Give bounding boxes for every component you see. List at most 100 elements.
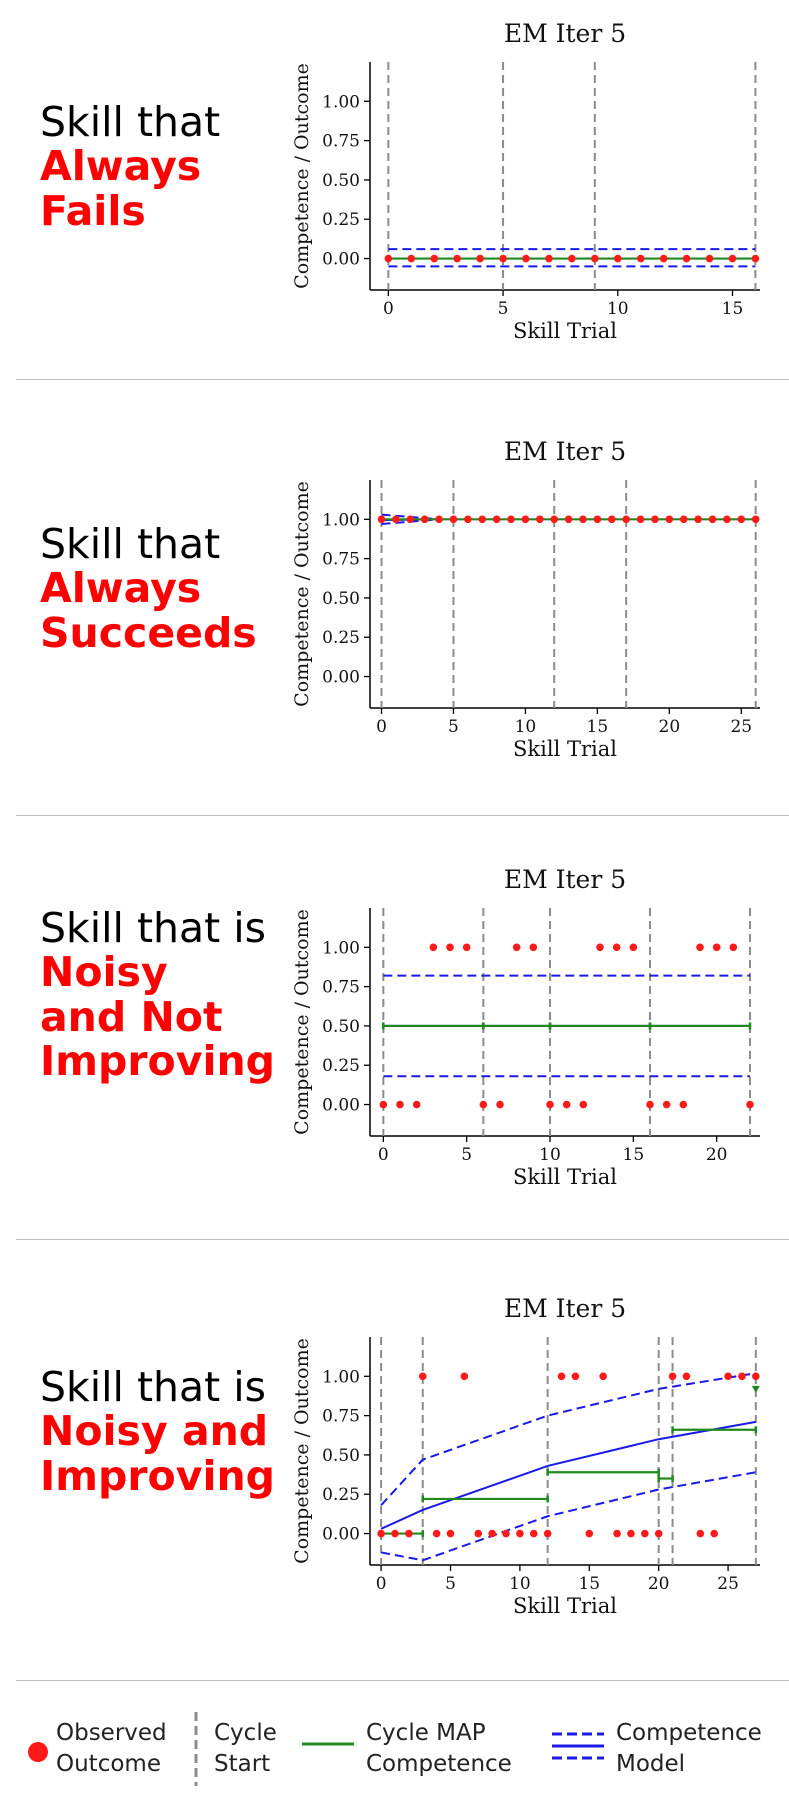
- description-highlight-line: Improving: [40, 1451, 276, 1500]
- y-tick-label: 1.00: [322, 938, 360, 958]
- x-tick-label: 10: [509, 1574, 531, 1594]
- y-tick-label: 1.00: [322, 1367, 360, 1387]
- y-tick-label: 0.25: [322, 1056, 360, 1076]
- legend-label: Observed Outcome: [56, 1720, 167, 1778]
- observed-outcome-point: [464, 515, 472, 524]
- x-tick-label: 25: [730, 717, 752, 737]
- chart-always-fails: EM Iter 5 0.00 0.25 0.50 0.75 1.00 0 5 10 15 Skill…: [291, 19, 760, 343]
- observed-outcome-point: [728, 254, 737, 263]
- x-tick-label: 10: [607, 299, 629, 319]
- chart-title: EM Iter 5: [504, 865, 626, 894]
- observed-outcome-point: [641, 1529, 649, 1538]
- y-tick-label: 0.75: [322, 132, 360, 152]
- description-highlight-line: Fails: [40, 186, 146, 235]
- observed-outcome-point: [529, 1529, 538, 1538]
- observed-outcome-point: [377, 515, 386, 524]
- observed-outcome-point: [512, 943, 521, 952]
- observed-outcome-point: [668, 1372, 677, 1381]
- y-tick-label: 0.25: [322, 628, 360, 648]
- observed-outcome-point: [529, 943, 538, 952]
- observed-outcome-point: [729, 943, 738, 952]
- dashed-vertical-line-icon: [194, 1712, 198, 1786]
- section-divider: [16, 815, 789, 816]
- observed-outcome-point: [412, 1100, 421, 1109]
- observed-outcome-point: [392, 515, 400, 524]
- description-plain-text: Skill that: [40, 98, 221, 146]
- model-upper-bound-line: [380, 1372, 756, 1506]
- observed-outcome-point: [751, 254, 760, 263]
- final-map-point: [751, 1385, 760, 1393]
- observed-outcome-point: [446, 943, 454, 952]
- observed-outcome-point: [377, 1529, 385, 1538]
- y-axis-label: Competence / Outcome: [291, 63, 313, 289]
- observed-outcome-point: [557, 1372, 566, 1381]
- observed-outcome-point: [564, 515, 573, 524]
- x-tick-label: 25: [717, 1574, 739, 1594]
- observed-outcome-point: [746, 1100, 754, 1109]
- observed-outcome-point: [591, 254, 599, 263]
- x-tick-label: 0: [376, 1574, 387, 1594]
- observed-outcome-point: [571, 1372, 580, 1381]
- observed-outcome-point: [696, 943, 704, 952]
- observed-outcome-point: [613, 1529, 621, 1538]
- observed-outcome-point: [646, 1100, 654, 1109]
- legend-label: Cycle Start: [214, 1720, 277, 1778]
- observed-outcome-point: [585, 1529, 594, 1538]
- observed-outcome-point: [507, 515, 515, 524]
- observed-outcome-point: [499, 254, 507, 263]
- observed-outcome-point: [710, 1529, 718, 1538]
- x-tick-label: 5: [445, 1574, 456, 1594]
- observed-outcome-point: [478, 515, 487, 524]
- y-axis-label: Competence / Outcome: [291, 1338, 313, 1564]
- description-highlight-line: Noisy and: [40, 1407, 269, 1456]
- observed-outcome-point: [723, 515, 731, 524]
- y-tick-label: 0.25: [322, 1485, 360, 1505]
- observed-outcome-point: [724, 1372, 732, 1381]
- observed-outcome-point: [502, 1529, 510, 1538]
- x-tick-label: 10: [539, 1145, 561, 1165]
- observed-outcome-point: [407, 254, 416, 263]
- observed-outcome-point: [613, 254, 622, 263]
- chart-legend: Observed Outcome Cycle Start Cycle MAP C…: [0, 1698, 789, 1808]
- chart-title: EM Iter 5: [504, 1294, 626, 1323]
- x-tick-label: 20: [648, 1574, 670, 1594]
- description-highlight-line: Succeeds: [40, 608, 257, 657]
- observed-outcome-point: [418, 1372, 427, 1381]
- y-tick-label: 0.50: [322, 171, 360, 191]
- observed-outcome-point: [536, 515, 544, 524]
- description-plain-text: Skill that is: [40, 904, 267, 952]
- x-tick-label: 20: [659, 717, 681, 737]
- observed-outcome-point: [622, 515, 630, 524]
- observed-outcome-point: [516, 1529, 524, 1538]
- y-tick-label: 1.00: [322, 510, 360, 530]
- observed-outcome-point: [682, 1372, 691, 1381]
- blue-model-lines-icon: [552, 1732, 604, 1760]
- observed-outcome-point: [446, 1529, 455, 1538]
- observed-outcome-point: [550, 515, 559, 524]
- y-tick-label: 0.50: [322, 1017, 360, 1037]
- y-tick-label: 0.00: [322, 250, 360, 270]
- observed-outcome-point: [396, 1100, 404, 1109]
- chart-title: EM Iter 5: [504, 19, 626, 48]
- description-plain-text: Skill that is: [40, 1363, 267, 1411]
- observed-outcome-point: [476, 254, 484, 263]
- y-tick-label: 1.00: [322, 92, 360, 112]
- observed-outcome-point: [488, 1529, 496, 1538]
- panel-always-succeeds: Skill that Always Succeeds EM Iter 5 0.00…: [0, 418, 789, 788]
- x-tick-label: 5: [461, 1145, 472, 1165]
- x-tick-label: 0: [378, 1145, 389, 1165]
- observed-outcome-point: [712, 943, 721, 952]
- observed-outcome-point: [682, 254, 691, 263]
- observed-outcome-point: [679, 1100, 688, 1109]
- x-axis-label: Skill Trial: [513, 1165, 617, 1189]
- panel-description: Skill that Always Fails: [40, 100, 220, 233]
- observed-outcome-point: [449, 515, 458, 524]
- chart-noisy-not-improving: EM Iter 5 0.00 0.25 0.50 0.75 1.00 0 5 10 15 20 Ski…: [291, 865, 760, 1189]
- model-lower-bound-line: [380, 1471, 757, 1562]
- observed-outcome-point: [435, 515, 443, 524]
- observed-outcome-point: [579, 515, 587, 524]
- observed-outcome-point: [607, 515, 616, 524]
- x-tick-label: 5: [498, 299, 509, 319]
- x-tick-label: 15: [587, 717, 609, 737]
- y-tick-label: 0.50: [322, 1446, 360, 1466]
